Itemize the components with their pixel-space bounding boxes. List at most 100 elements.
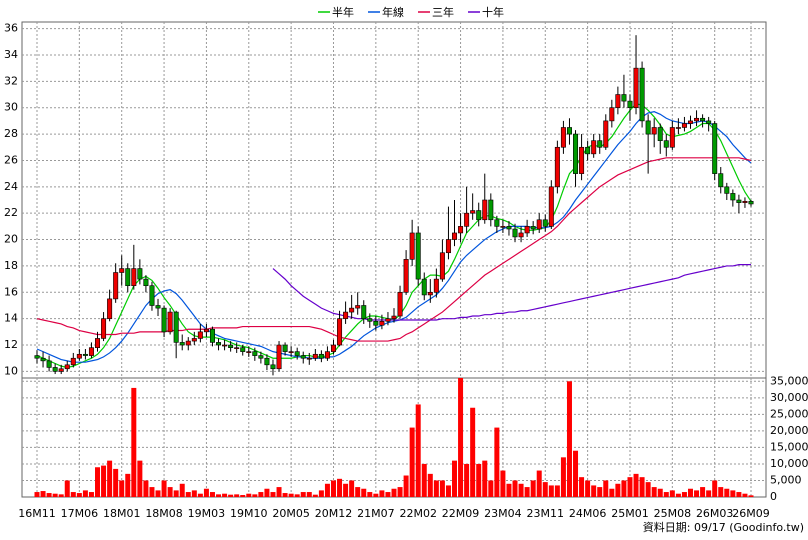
y-tick-label: 20 [4, 233, 18, 246]
volume-bar [494, 427, 500, 497]
x-tick-label: 20M12 [315, 507, 353, 520]
volume-bar [518, 483, 524, 497]
candle-body [222, 344, 228, 347]
volume-bar [185, 492, 191, 497]
volume-bar [385, 492, 391, 497]
candle-body [730, 193, 736, 201]
volume-bar [657, 488, 663, 497]
candle-body [318, 353, 324, 359]
candle-body [518, 232, 524, 238]
candle-body [197, 331, 203, 339]
candle-body [40, 357, 46, 362]
y-tick-label: 28 [4, 127, 18, 140]
x-tick-label: 19M10 [230, 507, 268, 520]
candle-body [488, 199, 494, 221]
volume-bar [246, 493, 252, 497]
volume-bar [337, 478, 343, 497]
candle-body [70, 357, 76, 366]
volume-bar [107, 460, 113, 497]
x-tick-label: 23M11 [527, 507, 565, 520]
candle-body [681, 123, 687, 128]
volume-bar [161, 480, 167, 497]
volume-bar [70, 492, 76, 497]
volume-bar [585, 480, 591, 497]
candle-body [191, 338, 197, 342]
volume-bar [452, 460, 458, 497]
candle-body [506, 226, 512, 230]
volume-bar [330, 480, 336, 497]
volume-bar [421, 463, 427, 497]
volume-bar [651, 487, 657, 497]
volume-bar [712, 480, 718, 497]
y-tick-label: 36 [4, 22, 18, 35]
candle-body [615, 94, 621, 109]
x-tick-label: 20M05 [272, 507, 310, 520]
volume-bar [391, 488, 397, 497]
volume-bar [579, 477, 585, 497]
candle-body [131, 268, 137, 287]
volume-bar [222, 493, 228, 497]
candle-body [306, 357, 312, 360]
candle-body [343, 311, 349, 319]
candle-body [137, 268, 143, 280]
candle-body [542, 219, 548, 227]
volume-bar [76, 493, 82, 497]
candle-body [349, 307, 355, 313]
volume-bar [318, 490, 324, 497]
volume-bar [706, 490, 712, 497]
y-tick-label: 16 [4, 285, 18, 298]
volume-bar [681, 492, 687, 497]
candle-body [482, 199, 488, 221]
volume-bar [633, 473, 639, 497]
volume-bar [58, 494, 64, 497]
candle-body [560, 127, 566, 148]
candle-body [270, 364, 276, 370]
ma-line [272, 264, 751, 321]
volume-bar [234, 494, 240, 497]
candle-body [185, 340, 191, 346]
candle-body [64, 364, 70, 370]
candle-body [397, 291, 403, 317]
volume-bar [167, 487, 173, 497]
volume-bar [46, 493, 52, 497]
volume-bar [173, 490, 179, 497]
y-tick-label: 26 [4, 153, 18, 166]
candle-body [724, 186, 730, 194]
candle-body [591, 140, 597, 155]
volume-bar [137, 460, 143, 497]
volume-bar [131, 387, 137, 497]
volume-bar [530, 480, 536, 497]
candle-body [216, 342, 222, 346]
candle-body [621, 94, 627, 102]
candle-body [125, 268, 131, 287]
volume-bar [40, 491, 46, 497]
volume-bar [724, 488, 730, 497]
candle-body [355, 305, 361, 309]
ma-line [36, 157, 752, 342]
candle-body [34, 355, 40, 359]
legend-label: 三年 [432, 5, 454, 19]
volume-tick-label: 20,000 [770, 424, 808, 437]
candle-body [687, 120, 693, 124]
y-tick-label: 12 [4, 338, 18, 351]
volume-tick-label: 15,000 [770, 440, 808, 453]
candle-body [712, 123, 718, 174]
legend-label: 十年 [482, 5, 504, 19]
candle-body [585, 146, 591, 155]
candle-body [391, 315, 397, 319]
volume-tick-label: 5,000 [770, 473, 802, 486]
volume-bar [609, 488, 615, 497]
volume-bar [64, 480, 70, 497]
candle-body [46, 360, 52, 368]
candle-body [367, 318, 373, 322]
candle-body [566, 127, 572, 135]
volume-bar [694, 490, 700, 497]
candle-body [101, 318, 107, 339]
volume-bar [512, 480, 518, 497]
candle-body [579, 146, 585, 174]
volume-bar [88, 492, 94, 497]
volume-bar [125, 473, 131, 497]
candle-body [95, 338, 101, 348]
volume-bar [627, 477, 633, 497]
candle-body [300, 355, 306, 359]
